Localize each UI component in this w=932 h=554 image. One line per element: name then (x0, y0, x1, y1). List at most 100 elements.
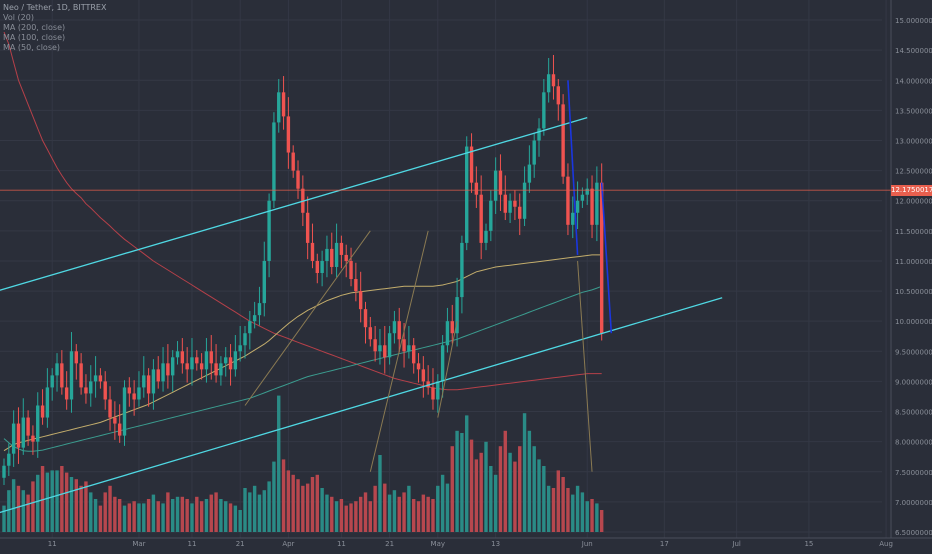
candle-body (122, 387, 127, 436)
candle-body (537, 128, 541, 141)
y-tick-label: 12.50000000 (895, 168, 932, 176)
candle-body (436, 381, 440, 400)
volume-bar (392, 490, 397, 532)
legend-ma200: MA (200, close) (3, 23, 66, 32)
volume-bar (60, 466, 64, 532)
volume-bar (55, 470, 59, 532)
volume-bar (469, 439, 474, 532)
volume-bar (445, 483, 450, 532)
volume-bar (151, 494, 156, 532)
x-tick-label: Jun (581, 540, 593, 548)
y-tick-label: 14.00000000 (895, 77, 932, 85)
x-tick-label: 17 (660, 540, 669, 548)
volume-bar (74, 479, 78, 532)
candle-body (503, 194, 507, 213)
candle-body (127, 387, 132, 394)
candle-body (368, 327, 373, 340)
candle-body (498, 170, 503, 195)
ma200-line (3, 31, 602, 391)
volume-bar (532, 446, 536, 532)
volume-bar (190, 503, 194, 532)
volume-bar (31, 481, 35, 532)
volume-bar (460, 433, 464, 532)
volume-bar (421, 494, 426, 532)
volume-bar (281, 459, 286, 532)
volume-bar (243, 488, 247, 532)
volume-bar (219, 499, 223, 532)
volume-bar (580, 492, 585, 532)
candle-body (156, 369, 160, 382)
candle-body (36, 405, 40, 442)
volume-bar (571, 494, 575, 532)
volume-bar (224, 501, 228, 532)
volume-bar (402, 492, 406, 532)
candle-body (378, 345, 382, 352)
candle-body (489, 200, 493, 231)
volume-bar (209, 494, 213, 532)
volume-bar (132, 501, 136, 532)
volume-bar (40, 466, 45, 532)
channel-lower-line (0, 297, 723, 514)
y-tick-label: 11.50000000 (895, 228, 932, 236)
candle-body (387, 333, 392, 358)
candle-body (214, 363, 218, 376)
volume-bar (474, 459, 479, 532)
candle-body (575, 200, 580, 213)
volume-bar (175, 496, 180, 532)
drawings (0, 80, 891, 514)
legend-vol: Vol (20) (3, 13, 34, 22)
candle-body (363, 309, 368, 328)
candle-body (407, 345, 411, 352)
volume-bar (11, 479, 16, 532)
volume-bar (334, 501, 339, 532)
candle-body (310, 242, 315, 261)
volume-bar (262, 490, 266, 532)
volume-bar (21, 490, 25, 532)
legend-ma50: MA (50, close) (3, 43, 61, 52)
volume-bar (325, 494, 329, 532)
volume-bar (383, 483, 387, 532)
volume-bar (50, 470, 54, 532)
candle-body (440, 345, 445, 382)
volume-bar (479, 452, 483, 532)
volume-bar (320, 488, 324, 532)
y-tick-label: 9.00000000 (895, 378, 932, 386)
x-tick-label: Jul (731, 540, 741, 548)
x-tick-label: 15 (804, 540, 813, 548)
volume-bar (585, 501, 589, 532)
candle-body (344, 254, 348, 261)
candle-body (190, 357, 194, 370)
candle-body (199, 363, 204, 370)
candle-body (595, 182, 599, 225)
candle-body (320, 260, 324, 273)
candle-body (84, 387, 88, 394)
y-tick-label: 9.50000000 (895, 348, 932, 356)
volume-bar (277, 395, 281, 532)
candle-body (532, 140, 536, 165)
volume-bar (595, 503, 599, 532)
volume-bar (397, 496, 401, 532)
volume-bar (296, 479, 300, 532)
volume-bar (127, 503, 132, 532)
candle-body (26, 417, 30, 436)
volume-bar (156, 501, 160, 532)
candle-body (257, 303, 262, 316)
volume-bar (599, 510, 604, 532)
candle-body (31, 435, 35, 442)
volume-bar (146, 499, 151, 532)
candle-body (556, 86, 560, 105)
volume-bar (489, 466, 493, 532)
candle-body (117, 423, 122, 436)
volume-bar (542, 466, 546, 532)
volume-bar (349, 503, 353, 532)
candle-body (358, 291, 363, 310)
candle-body (108, 399, 112, 418)
volume-bar (142, 503, 146, 532)
volume-bar (79, 485, 83, 532)
candle-body (580, 194, 585, 201)
candle-body (171, 357, 175, 376)
candle-body (209, 351, 213, 364)
candle-body (571, 212, 575, 225)
